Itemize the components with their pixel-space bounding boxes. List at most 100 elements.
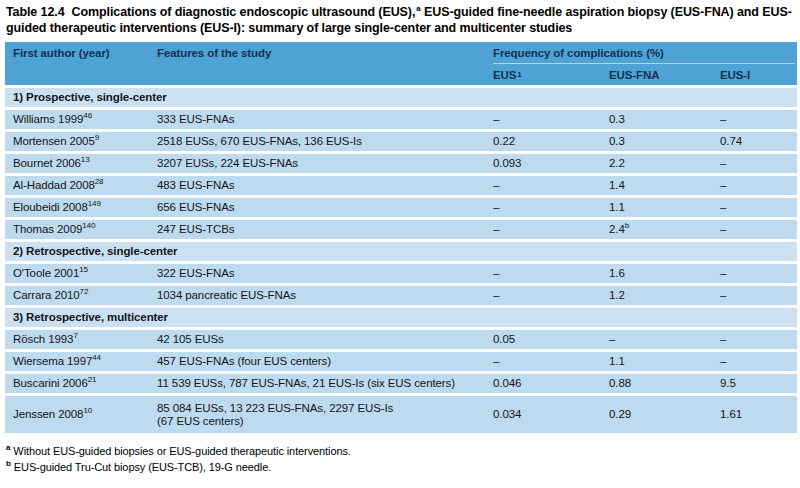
table-row-otoole-2001: O'Toole 200115 322 EUS-FNAs – 1.6 – — [5, 261, 797, 283]
eusi-cell: – — [720, 177, 797, 194]
features-cell: 1034 pancreatic EUS-FNAs — [157, 287, 493, 304]
eus-cell: 0.046 — [493, 375, 609, 392]
author-cell: O'Toole 200115 — [13, 265, 157, 282]
ref-sup: 72 — [80, 287, 89, 296]
fna-cell: 1.2 — [609, 287, 720, 304]
ref-sup: 21 — [88, 375, 97, 384]
author-cell: Al-Haddad 200828 — [13, 177, 157, 194]
fna-cell: 0.29 — [609, 406, 720, 423]
eus-cell: 0.22 — [493, 133, 609, 150]
column-group-frequency: Frequency of complications (%) — [493, 42, 795, 64]
author-cell: Eloubeidi 2008149 — [13, 199, 157, 216]
footnote-a-text: Without EUS-guided biopsies or EUS-guide… — [13, 445, 350, 457]
table-number: Table 12.4 — [6, 5, 65, 19]
eusi-cell: – — [720, 111, 797, 128]
eusi-cell: – — [720, 331, 797, 348]
table-caption: Table 12.4 Complications of diagnostic en… — [0, 0, 800, 42]
eusi-cell: 9.5 — [720, 375, 797, 392]
section-row-retrospective-single-center: 2) Retrospective, single-center — [5, 239, 797, 261]
section-label: 2) Retrospective, single-center — [13, 243, 797, 260]
column-header-features: Features of the study — [157, 42, 493, 64]
eus-cell: – — [493, 221, 609, 238]
eusi-cell: – — [720, 265, 797, 282]
author-cell: Williams 199946 — [13, 111, 157, 128]
features-cell: 3207 EUSs, 224 EUS-FNAs — [157, 155, 493, 172]
ref-sup: 7 — [73, 331, 77, 340]
ref-sup: 44 — [92, 353, 101, 362]
table-row-rosch-1993: Rösch 19937 42 105 EUSs 0.05 – – — [5, 327, 797, 349]
fna-cell: – — [609, 331, 720, 348]
features-cell: 322 EUS-FNAs — [157, 265, 493, 282]
features-cell: 656 EUS-FNAs — [157, 199, 493, 216]
eus-cell: 0.05 — [493, 331, 609, 348]
footnote-marker-b: b — [625, 221, 629, 230]
author-cell: Rösch 19937 — [13, 331, 157, 348]
footnotes: aWithout EUS-guided biopsies or EUS-guid… — [0, 433, 800, 475]
features-cell: 85 084 EUSs, 13 223 EUS-FNAs, 2297 EUS-I… — [157, 400, 493, 430]
table-row-eloubeidi-2008: Eloubeidi 2008149 656 EUS-FNAs – 1.1 – — [5, 195, 797, 217]
section-row-retrospective-multicenter: 3) Retrospective, multicenter — [5, 305, 797, 327]
features-cell: 333 EUS-FNAs — [157, 111, 493, 128]
ref-sup: 10 — [83, 406, 92, 415]
eus-cell: 0.093 — [493, 155, 609, 172]
author-cell: Jenssen 200810 — [13, 406, 157, 423]
table-row-jenssen-2008: Jenssen 200810 85 084 EUSs, 13 223 EUS-F… — [5, 393, 797, 433]
table-header: First author (year) Features of the stud… — [5, 42, 797, 85]
table-row-wiersema-1997: Wiersema 199744 457 EUS-FNAs (four EUS c… — [5, 349, 797, 371]
features-cell: 42 105 EUSs — [157, 331, 493, 348]
column-header-eus-i: EUS-I — [720, 64, 797, 85]
features-line2: (67 EUS centers) — [157, 415, 489, 428]
fna-cell: 2.2 — [609, 155, 720, 172]
eusi-cell: 1.61 — [720, 406, 797, 423]
column-header-author: First author (year) — [13, 42, 157, 64]
table-row-bournet-2006: Bournet 200613 3207 EUSs, 224 EUS-FNAs 0… — [5, 151, 797, 173]
complications-table: First author (year) Features of the stud… — [5, 42, 797, 433]
ref-sup: 9 — [95, 133, 99, 142]
table-row-williams-1999: Williams 199946 333 EUS-FNAs – 0.3 – — [5, 107, 797, 129]
author-cell: Wiersema 199744 — [13, 353, 157, 370]
ref-sup: 13 — [81, 155, 90, 164]
eusi-cell: 0.74 — [720, 133, 797, 150]
ref-sup: 149 — [88, 199, 101, 208]
eus-cell: – — [493, 287, 609, 304]
fna-cell: 1.1 — [609, 353, 720, 370]
table-figure: Table 12.4 Complications of diagnostic en… — [0, 0, 800, 488]
table-row-buscarini-2006: Buscarini 200621 11 539 EUSs, 787 EUS-FN… — [5, 371, 797, 393]
author-cell: Carrara 201072 — [13, 287, 157, 304]
eusi-cell: – — [720, 353, 797, 370]
table-row-mortensen-2005: Mortensen 20059 2518 EUSs, 670 EUS-FNAs,… — [5, 129, 797, 151]
features-cell: 457 EUS-FNAs (four EUS centers) — [157, 353, 493, 370]
eusi-cell: – — [720, 199, 797, 216]
fna-cell: 1.4 — [609, 177, 720, 194]
fna-cell: 1.1 — [609, 199, 720, 216]
table-row-carrara-2010: Carrara 201072 1034 pancreatic EUS-FNAs … — [5, 283, 797, 305]
table-row-thomas-2009: Thomas 2009140 247 EUS-TCBs – 2.4b – — [5, 217, 797, 239]
features-cell: 247 EUS-TCBs — [157, 221, 493, 238]
column-header-eus-fna: EUS-FNA — [609, 64, 720, 85]
ref-sup: 140 — [82, 221, 95, 230]
footnote-b: bEUS-guided Tru-Cut biopsy (EUS-TCB), 19… — [6, 459, 792, 475]
eus-cell: – — [493, 111, 609, 128]
caption-text-pre: Complications of diagnostic endoscopic u… — [72, 5, 416, 19]
ref-sup: 15 — [79, 265, 88, 274]
eus-label: EUS — [493, 69, 516, 81]
fna-cell: 0.88 — [609, 375, 720, 392]
eusi-cell: – — [720, 221, 797, 238]
eusi-cell: – — [720, 287, 797, 304]
section-row-prospective-single-center: 1) Prospective, single-center — [5, 85, 797, 107]
fna-cell: 1.6 — [609, 265, 720, 282]
fna-cell: 2.4b — [609, 221, 720, 238]
section-label: 3) Retrospective, multicenter — [13, 309, 797, 326]
features-cell: 483 EUS-FNAs — [157, 177, 493, 194]
section-label: 1) Prospective, single-center — [13, 89, 797, 106]
eusi-cell: – — [720, 155, 797, 172]
author-cell: Buscarini 200621 — [13, 375, 157, 392]
fna-cell: 0.3 — [609, 111, 720, 128]
ref-sup: 46 — [83, 111, 92, 120]
footnote-b-text: EUS-guided Tru-Cut biopsy (EUS-TCB), 19-… — [14, 461, 271, 473]
features-cell: 11 539 EUSs, 787 EUS-FNAs, 21 EUS-Is (si… — [157, 375, 493, 392]
features-cell: 2518 EUSs, 670 EUS-FNAs, 136 EUS-Is — [157, 133, 493, 150]
author-cell: Mortensen 20059 — [13, 133, 157, 150]
fna-cell: 0.3 — [609, 133, 720, 150]
author-cell: Thomas 2009140 — [13, 221, 157, 238]
